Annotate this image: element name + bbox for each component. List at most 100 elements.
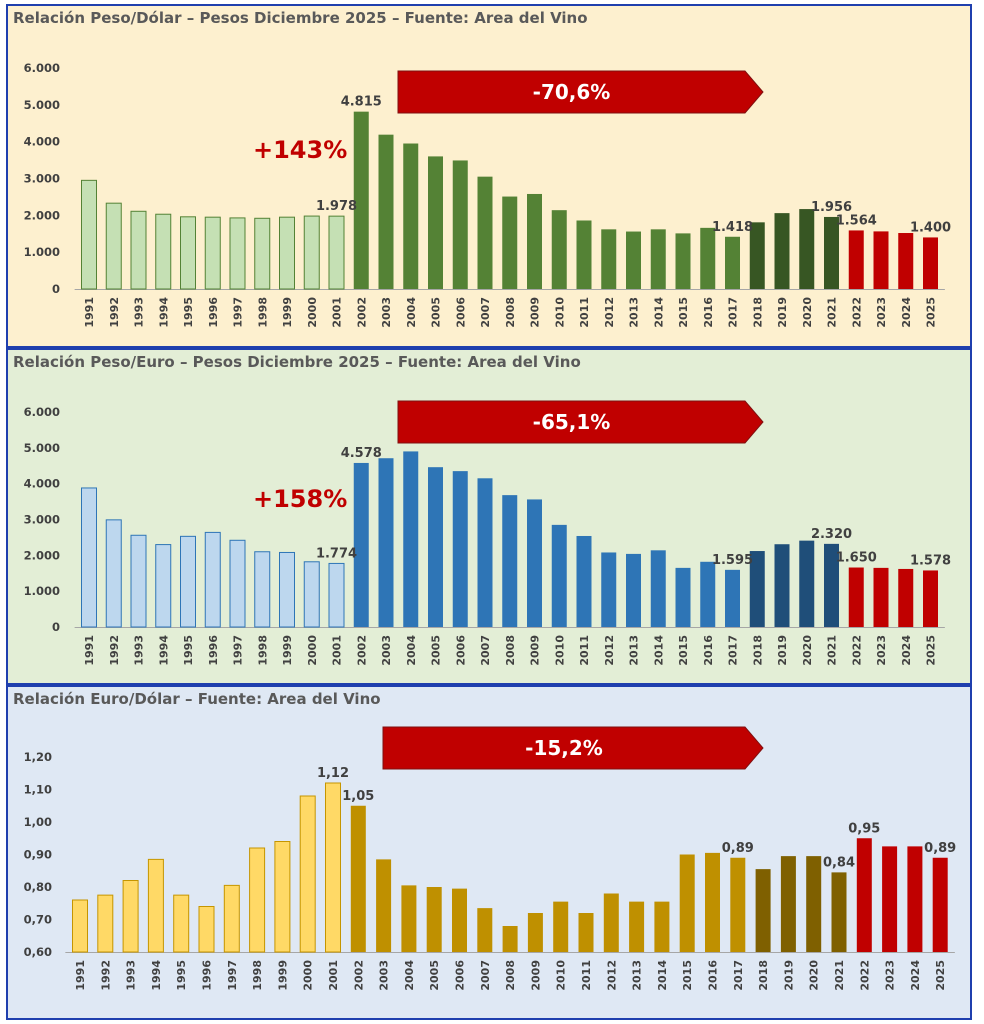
- bar-2025: [932, 857, 948, 952]
- y-tick-label: 1,10: [24, 783, 52, 797]
- x-tick-label: 1995: [182, 635, 195, 666]
- x-tick-label: 2002: [355, 297, 368, 328]
- data-label: 1.578: [910, 553, 951, 568]
- bar-2006: [452, 888, 467, 952]
- x-tick-label: 1998: [256, 297, 269, 328]
- x-tick-label: 2003: [380, 635, 393, 666]
- x-tick-label: 2019: [776, 297, 789, 328]
- bar-2012: [603, 893, 619, 952]
- bar-2011: [576, 535, 592, 627]
- bar-2007: [477, 478, 493, 627]
- bar-1994: [155, 544, 172, 628]
- x-tick-label: 1999: [281, 297, 294, 328]
- y-tick-label: 3.000: [24, 172, 60, 186]
- bar-2015: [675, 567, 691, 627]
- y-tick-label: 1,20: [24, 750, 52, 764]
- bar-2016: [700, 227, 716, 289]
- bar-2003: [378, 134, 394, 289]
- y-tick-label: 5.000: [24, 441, 60, 455]
- bar-2002: [353, 462, 369, 627]
- bar-2000: [303, 215, 320, 290]
- x-tick-label: 2022: [850, 635, 863, 666]
- x-tick-label: 2006: [454, 297, 467, 328]
- y-tick-label: 0,80: [24, 880, 52, 894]
- x-tick-label: 2011: [578, 297, 591, 328]
- y-tick-label: 4.000: [24, 135, 60, 149]
- bar-2022: [848, 230, 864, 289]
- bar-2005: [428, 156, 443, 289]
- bar-2014: [650, 550, 666, 627]
- decrease-arrow: [397, 400, 764, 444]
- x-tick-label: 1995: [182, 297, 195, 328]
- bar-2002: [350, 805, 366, 952]
- bar-2008: [502, 196, 518, 289]
- peso-euro-panel: Relación Peso/Euro – Pesos Diciembre 202…: [6, 348, 972, 685]
- data-label: 1.418: [712, 220, 753, 235]
- x-tick-label: 2020: [808, 960, 821, 991]
- x-tick-label: 1991: [83, 297, 96, 328]
- bar-1996: [204, 531, 221, 628]
- bar-2011: [576, 220, 592, 289]
- x-tick-label: 2023: [875, 635, 888, 666]
- bar-2017: [725, 236, 740, 289]
- x-tick-label: 2024: [900, 297, 913, 328]
- x-tick-label: 1994: [157, 297, 170, 328]
- x-tick-label: 1997: [232, 297, 245, 328]
- bar-2001: [325, 782, 341, 953]
- y-tick-label: 0,90: [24, 848, 52, 862]
- x-tick-label: 2025: [934, 960, 947, 991]
- x-tick-label: 2008: [504, 297, 517, 328]
- bar-2001: [328, 562, 345, 628]
- bar-1993: [122, 880, 139, 953]
- x-tick-label: 2005: [430, 635, 443, 666]
- data-label: 0,84: [823, 855, 855, 870]
- bar-2015: [679, 854, 695, 952]
- data-label: 1.650: [836, 551, 877, 566]
- x-tick-label: 2018: [751, 635, 764, 666]
- x-tick-label: 2012: [603, 635, 616, 666]
- x-tick-label: 2008: [504, 635, 517, 666]
- y-tick-label: 4.000: [24, 477, 60, 491]
- bar-2005: [428, 467, 443, 627]
- bar-2007: [477, 908, 493, 952]
- bar-2020: [799, 209, 815, 289]
- bar-2009: [527, 193, 542, 289]
- decrease-arrow: [382, 726, 764, 770]
- x-tick-label: 2016: [702, 297, 715, 328]
- x-tick-label: 2010: [555, 960, 568, 991]
- bar-1995: [180, 535, 196, 628]
- x-tick-label: 2002: [355, 635, 368, 666]
- y-tick-label: 0,60: [24, 945, 52, 959]
- x-tick-label: 2025: [925, 635, 938, 666]
- x-tick-label: 1998: [256, 635, 269, 666]
- x-tick-label: 2024: [909, 960, 922, 991]
- bar-1996: [204, 216, 221, 290]
- bar-2010: [553, 901, 569, 952]
- x-tick-label: 2007: [479, 960, 492, 991]
- bar-1993: [130, 534, 147, 628]
- x-tick-label: 2006: [454, 960, 467, 991]
- bar-2016: [700, 561, 716, 627]
- x-tick-label: 2005: [430, 297, 443, 328]
- x-tick-label: 2010: [553, 635, 566, 666]
- bar-2022: [848, 567, 864, 627]
- x-tick-label: 2001: [327, 960, 340, 991]
- bar-2004: [403, 143, 419, 289]
- bar-2023: [873, 231, 889, 289]
- x-tick-label: 1995: [175, 960, 188, 991]
- euro-dollar-chart: 0,60 0,70 0,80 0,90 1,00 1,10 1,20 1991 1992 1993…: [24, 726, 956, 991]
- x-tick-label: 2023: [875, 297, 888, 328]
- x-tick-label: 1992: [99, 960, 112, 991]
- chart-title: Relación Peso/Euro – Pesos Diciembre 202…: [13, 353, 581, 371]
- x-tick-label: 2022: [858, 960, 871, 991]
- bar-1997: [223, 884, 240, 953]
- x-tick-label: 2016: [702, 635, 715, 666]
- bar-2009: [527, 913, 543, 952]
- x-tick-label: 2021: [826, 297, 839, 328]
- data-label: 1,12: [317, 766, 349, 781]
- bar-2020: [806, 856, 822, 952]
- bar-2020: [799, 540, 815, 627]
- bar-1995: [180, 216, 196, 290]
- x-tick-label: 2007: [479, 635, 492, 666]
- x-tick-label: 2000: [306, 635, 319, 666]
